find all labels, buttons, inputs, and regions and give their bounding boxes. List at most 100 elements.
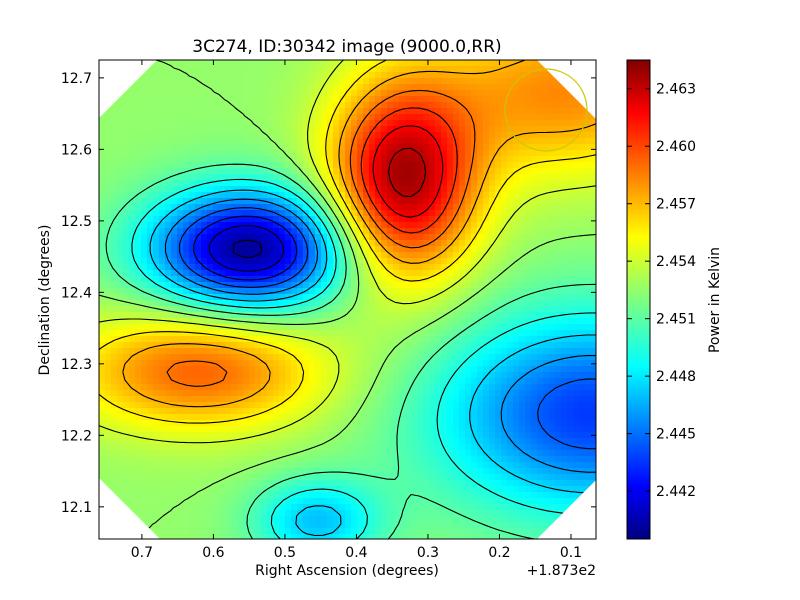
heatmap-cell	[513, 186, 520, 193]
heatmap-cell	[201, 90, 208, 97]
heatmap-cell	[195, 174, 202, 181]
heatmap-cell	[471, 156, 478, 163]
heatmap-cell	[459, 126, 466, 133]
heatmap-cell	[405, 192, 412, 199]
heatmap-cell	[507, 300, 514, 307]
heatmap-cell	[477, 246, 484, 253]
heatmap-cell	[273, 66, 280, 73]
heatmap-cell	[501, 144, 508, 151]
heatmap-cell	[429, 324, 436, 331]
heatmap-cell	[213, 330, 220, 337]
heatmap-cell	[315, 342, 322, 349]
heatmap-cell	[159, 408, 166, 415]
heatmap-cell	[249, 252, 256, 259]
heatmap-cell	[129, 264, 136, 271]
heatmap-cell	[225, 60, 232, 67]
heatmap-cell	[243, 162, 250, 169]
heatmap-cell	[549, 132, 556, 139]
heatmap-cell	[525, 210, 532, 217]
heatmap-cell	[303, 324, 310, 331]
heatmap-cell	[573, 222, 580, 229]
heatmap-cell	[441, 366, 448, 373]
heatmap-cell	[141, 288, 148, 295]
heatmap-cell	[477, 234, 484, 241]
heatmap-cell	[579, 408, 586, 415]
heatmap-cell	[471, 168, 478, 175]
heatmap-cell	[111, 408, 118, 415]
heatmap-cell	[567, 342, 574, 349]
heatmap-cell	[279, 330, 286, 337]
heatmap-cell	[471, 90, 478, 97]
heatmap-cell	[513, 408, 520, 415]
heatmap-cell	[513, 228, 520, 235]
heatmap-cell	[273, 102, 280, 109]
heatmap-cell	[123, 258, 130, 265]
heatmap-cell	[243, 282, 250, 289]
heatmap-cell	[303, 204, 310, 211]
heatmap-cell	[441, 60, 448, 67]
heatmap-cell	[585, 318, 592, 325]
heatmap-cell	[537, 312, 544, 319]
heatmap-cell	[201, 60, 208, 67]
heatmap-cell	[507, 390, 514, 397]
heatmap-cell	[555, 204, 562, 211]
heatmap-cell	[237, 288, 244, 295]
heatmap-cell	[255, 162, 262, 169]
heatmap-cell	[195, 138, 202, 145]
heatmap-cell	[99, 378, 106, 385]
heatmap-cell	[543, 120, 550, 127]
heatmap-cell	[153, 96, 160, 103]
heatmap-cell	[309, 234, 316, 241]
heatmap-cell	[405, 258, 412, 265]
heatmap-cell	[561, 330, 568, 337]
heatmap-cell	[201, 246, 208, 253]
heatmap-cell	[225, 276, 232, 283]
heatmap-cell	[567, 384, 574, 391]
heatmap-cell	[237, 294, 244, 301]
heatmap-cell	[261, 144, 268, 151]
heatmap-cell	[561, 402, 568, 409]
heatmap-cell	[111, 270, 118, 277]
heatmap-cell	[531, 312, 538, 319]
heatmap-cell	[465, 402, 472, 409]
heatmap-cell	[249, 192, 256, 199]
heatmap-cell	[279, 324, 286, 331]
heatmap-cell	[231, 192, 238, 199]
heatmap-cell	[465, 228, 472, 235]
heatmap-cell	[177, 168, 184, 175]
heatmap-cell	[321, 198, 328, 205]
heatmap-cell	[147, 162, 154, 169]
heatmap-cell	[411, 108, 418, 115]
heatmap-cell	[399, 408, 406, 415]
heatmap-cell	[573, 300, 580, 307]
heatmap-cell	[159, 378, 166, 385]
heatmap-cell	[471, 342, 478, 349]
heatmap-cell	[585, 168, 592, 175]
heatmap-cell	[159, 264, 166, 271]
heatmap-cell	[249, 318, 256, 325]
heatmap-cell	[363, 150, 370, 157]
heatmap-cell	[513, 264, 520, 271]
heatmap-cell	[249, 126, 256, 133]
heatmap-cell	[315, 186, 322, 193]
heatmap-cell	[447, 354, 454, 361]
heatmap-cell	[147, 168, 154, 175]
heatmap-cell	[495, 168, 502, 175]
heatmap-cell	[135, 318, 142, 325]
heatmap-cell	[189, 384, 196, 391]
heatmap-cell	[537, 210, 544, 217]
heatmap-cell	[351, 264, 358, 271]
heatmap-cell	[579, 336, 586, 343]
heatmap-cell	[237, 192, 244, 199]
heatmap-cell	[159, 414, 166, 421]
heatmap-cell	[303, 288, 310, 295]
heatmap-cell	[429, 348, 436, 355]
heatmap-cell	[459, 258, 466, 265]
heatmap-cell	[531, 156, 538, 163]
heatmap-cell	[453, 246, 460, 253]
heatmap-cell	[177, 102, 184, 109]
heatmap-cell	[471, 330, 478, 337]
heatmap-cell	[429, 138, 436, 145]
heatmap-cell	[309, 192, 316, 199]
heatmap-cell	[333, 156, 340, 163]
